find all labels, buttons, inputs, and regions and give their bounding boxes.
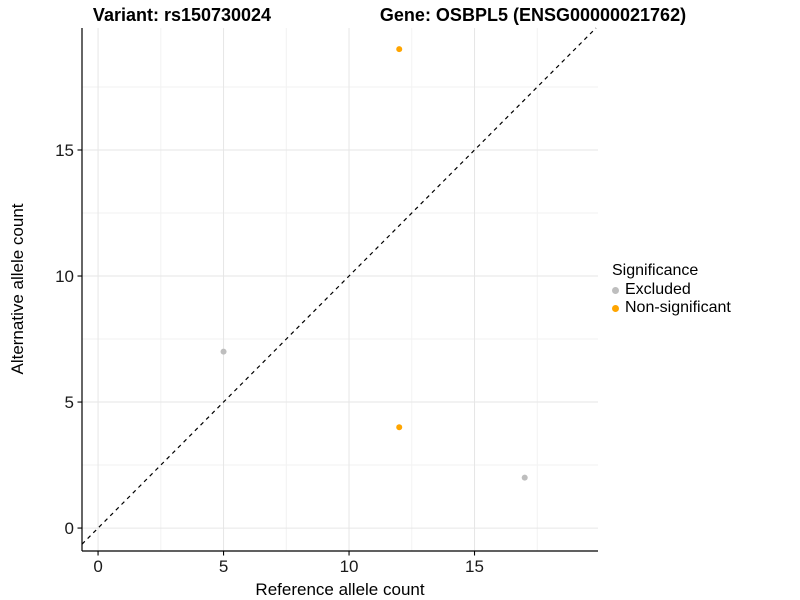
variant-title: Variant: rs150730024 xyxy=(92,5,272,25)
legend-label-excluded: Excluded xyxy=(625,281,691,298)
legend-item-excluded: Excluded xyxy=(612,281,731,299)
x-tick-label: 15 xyxy=(465,557,484,576)
non-significant-dot-icon xyxy=(612,304,619,312)
x-tick-label: 10 xyxy=(340,557,359,576)
y-tick-label: 5 xyxy=(65,393,74,412)
gene-title: Gene: OSBPL5 (ENSG00000021762) xyxy=(379,5,687,25)
y-tick-label: 15 xyxy=(55,141,74,160)
x-tick-label: 5 xyxy=(219,557,228,576)
data-point-excluded xyxy=(521,474,528,481)
legend: Significance Excluded Non-significant xyxy=(612,261,731,317)
data-point-non-significant xyxy=(396,46,403,53)
y-tick-label: 10 xyxy=(55,267,74,286)
excluded-dot-icon xyxy=(612,286,619,294)
data-point-non-significant xyxy=(396,424,403,431)
identity-line xyxy=(81,27,597,545)
x-tick-label: 0 xyxy=(93,557,102,576)
y-tick-label: 0 xyxy=(65,519,74,538)
legend-item-non-significant: Non-significant xyxy=(612,299,731,317)
legend-label-non-significant: Non-significant xyxy=(625,299,731,316)
x-axis-title: Reference allele count xyxy=(255,580,425,599)
y-axis-title: Alternative allele count xyxy=(8,203,27,375)
legend-title: Significance xyxy=(612,262,699,279)
data-point-excluded xyxy=(220,348,227,355)
